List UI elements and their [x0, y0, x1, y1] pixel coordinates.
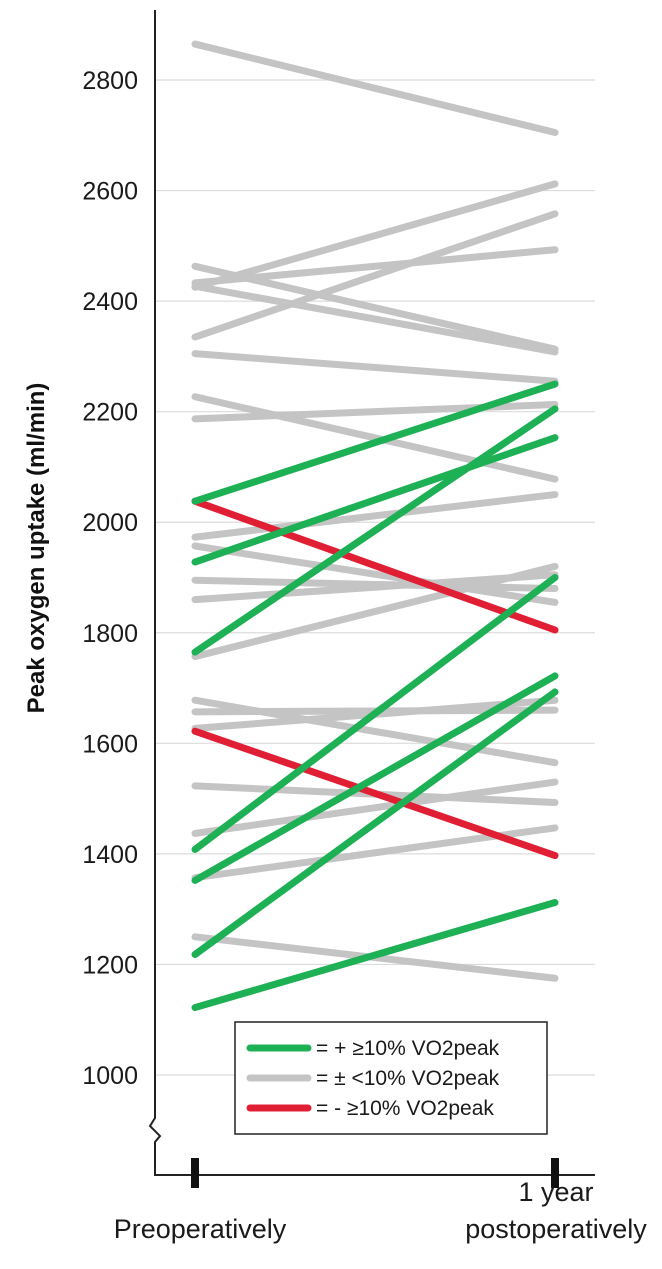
- y-tick-label: 2600: [82, 178, 138, 206]
- increase-series-line: [191, 899, 559, 1012]
- stable-series-line: [191, 393, 559, 483]
- decrease-series-line: [191, 497, 559, 634]
- y-tick-label: 1400: [82, 841, 138, 869]
- legend-label: = ± <10% VO2peak: [316, 1067, 500, 1090]
- y-tick-label: 2000: [82, 509, 138, 537]
- y-tick-label: 2800: [82, 67, 138, 95]
- increase-series-line: [191, 405, 559, 656]
- stable-series-line: [191, 778, 559, 837]
- series-lines: [191, 40, 559, 1012]
- x-category-label: Preoperatively: [114, 1214, 287, 1244]
- legend-label: = + ≥10% VO2peak: [316, 1037, 500, 1060]
- y-axis-label: Peak oxygen uptake (ml/min): [23, 383, 50, 714]
- legend: = + ≥10% VO2peak = ± <10% VO2peak = - ≥10%…: [234, 1021, 548, 1135]
- stable-series-line: [191, 262, 559, 353]
- stable-series-line: [191, 40, 559, 137]
- increase-series-line: [191, 688, 559, 958]
- y-tick-label: 1600: [82, 730, 138, 758]
- y-tick-label: 1800: [82, 620, 138, 648]
- increase-series-line: [191, 574, 559, 853]
- y-tick-label: 1200: [82, 951, 138, 979]
- stable-series-line: [191, 210, 559, 341]
- axes: [148, 10, 595, 1188]
- x-tick-mark: [551, 1158, 559, 1188]
- stable-series-line: [191, 350, 559, 385]
- stable-series-line: [191, 562, 559, 661]
- y-tick-label: 1000: [82, 1062, 138, 1090]
- y-tick-label: 2400: [82, 288, 138, 316]
- stable-series-line: [191, 491, 559, 541]
- decrease-series-line: [191, 727, 559, 860]
- axis-line: [148, 10, 595, 1176]
- x-tick-mark: [191, 1158, 199, 1188]
- legend-label: = - ≥10% VO2peak: [316, 1097, 494, 1120]
- x-category-label: postoperatively: [465, 1214, 647, 1244]
- stable-series-line: [191, 282, 559, 356]
- increase-series-line: [191, 672, 559, 884]
- y-tick-label: 2200: [82, 399, 138, 427]
- increase-series-line: [191, 434, 559, 566]
- stable-series-line: [191, 180, 559, 291]
- x-category-labels: Preoperatively 1 year postoperatively: [114, 1177, 648, 1244]
- increase-series-line: [191, 380, 559, 505]
- stable-series-line: [191, 542, 559, 606]
- x-category-label: 1 year: [518, 1177, 593, 1207]
- y-tick-labels: 1000 1200 1400 1600 1800 2000 2200 2400 2600 2800: [82, 67, 138, 1090]
